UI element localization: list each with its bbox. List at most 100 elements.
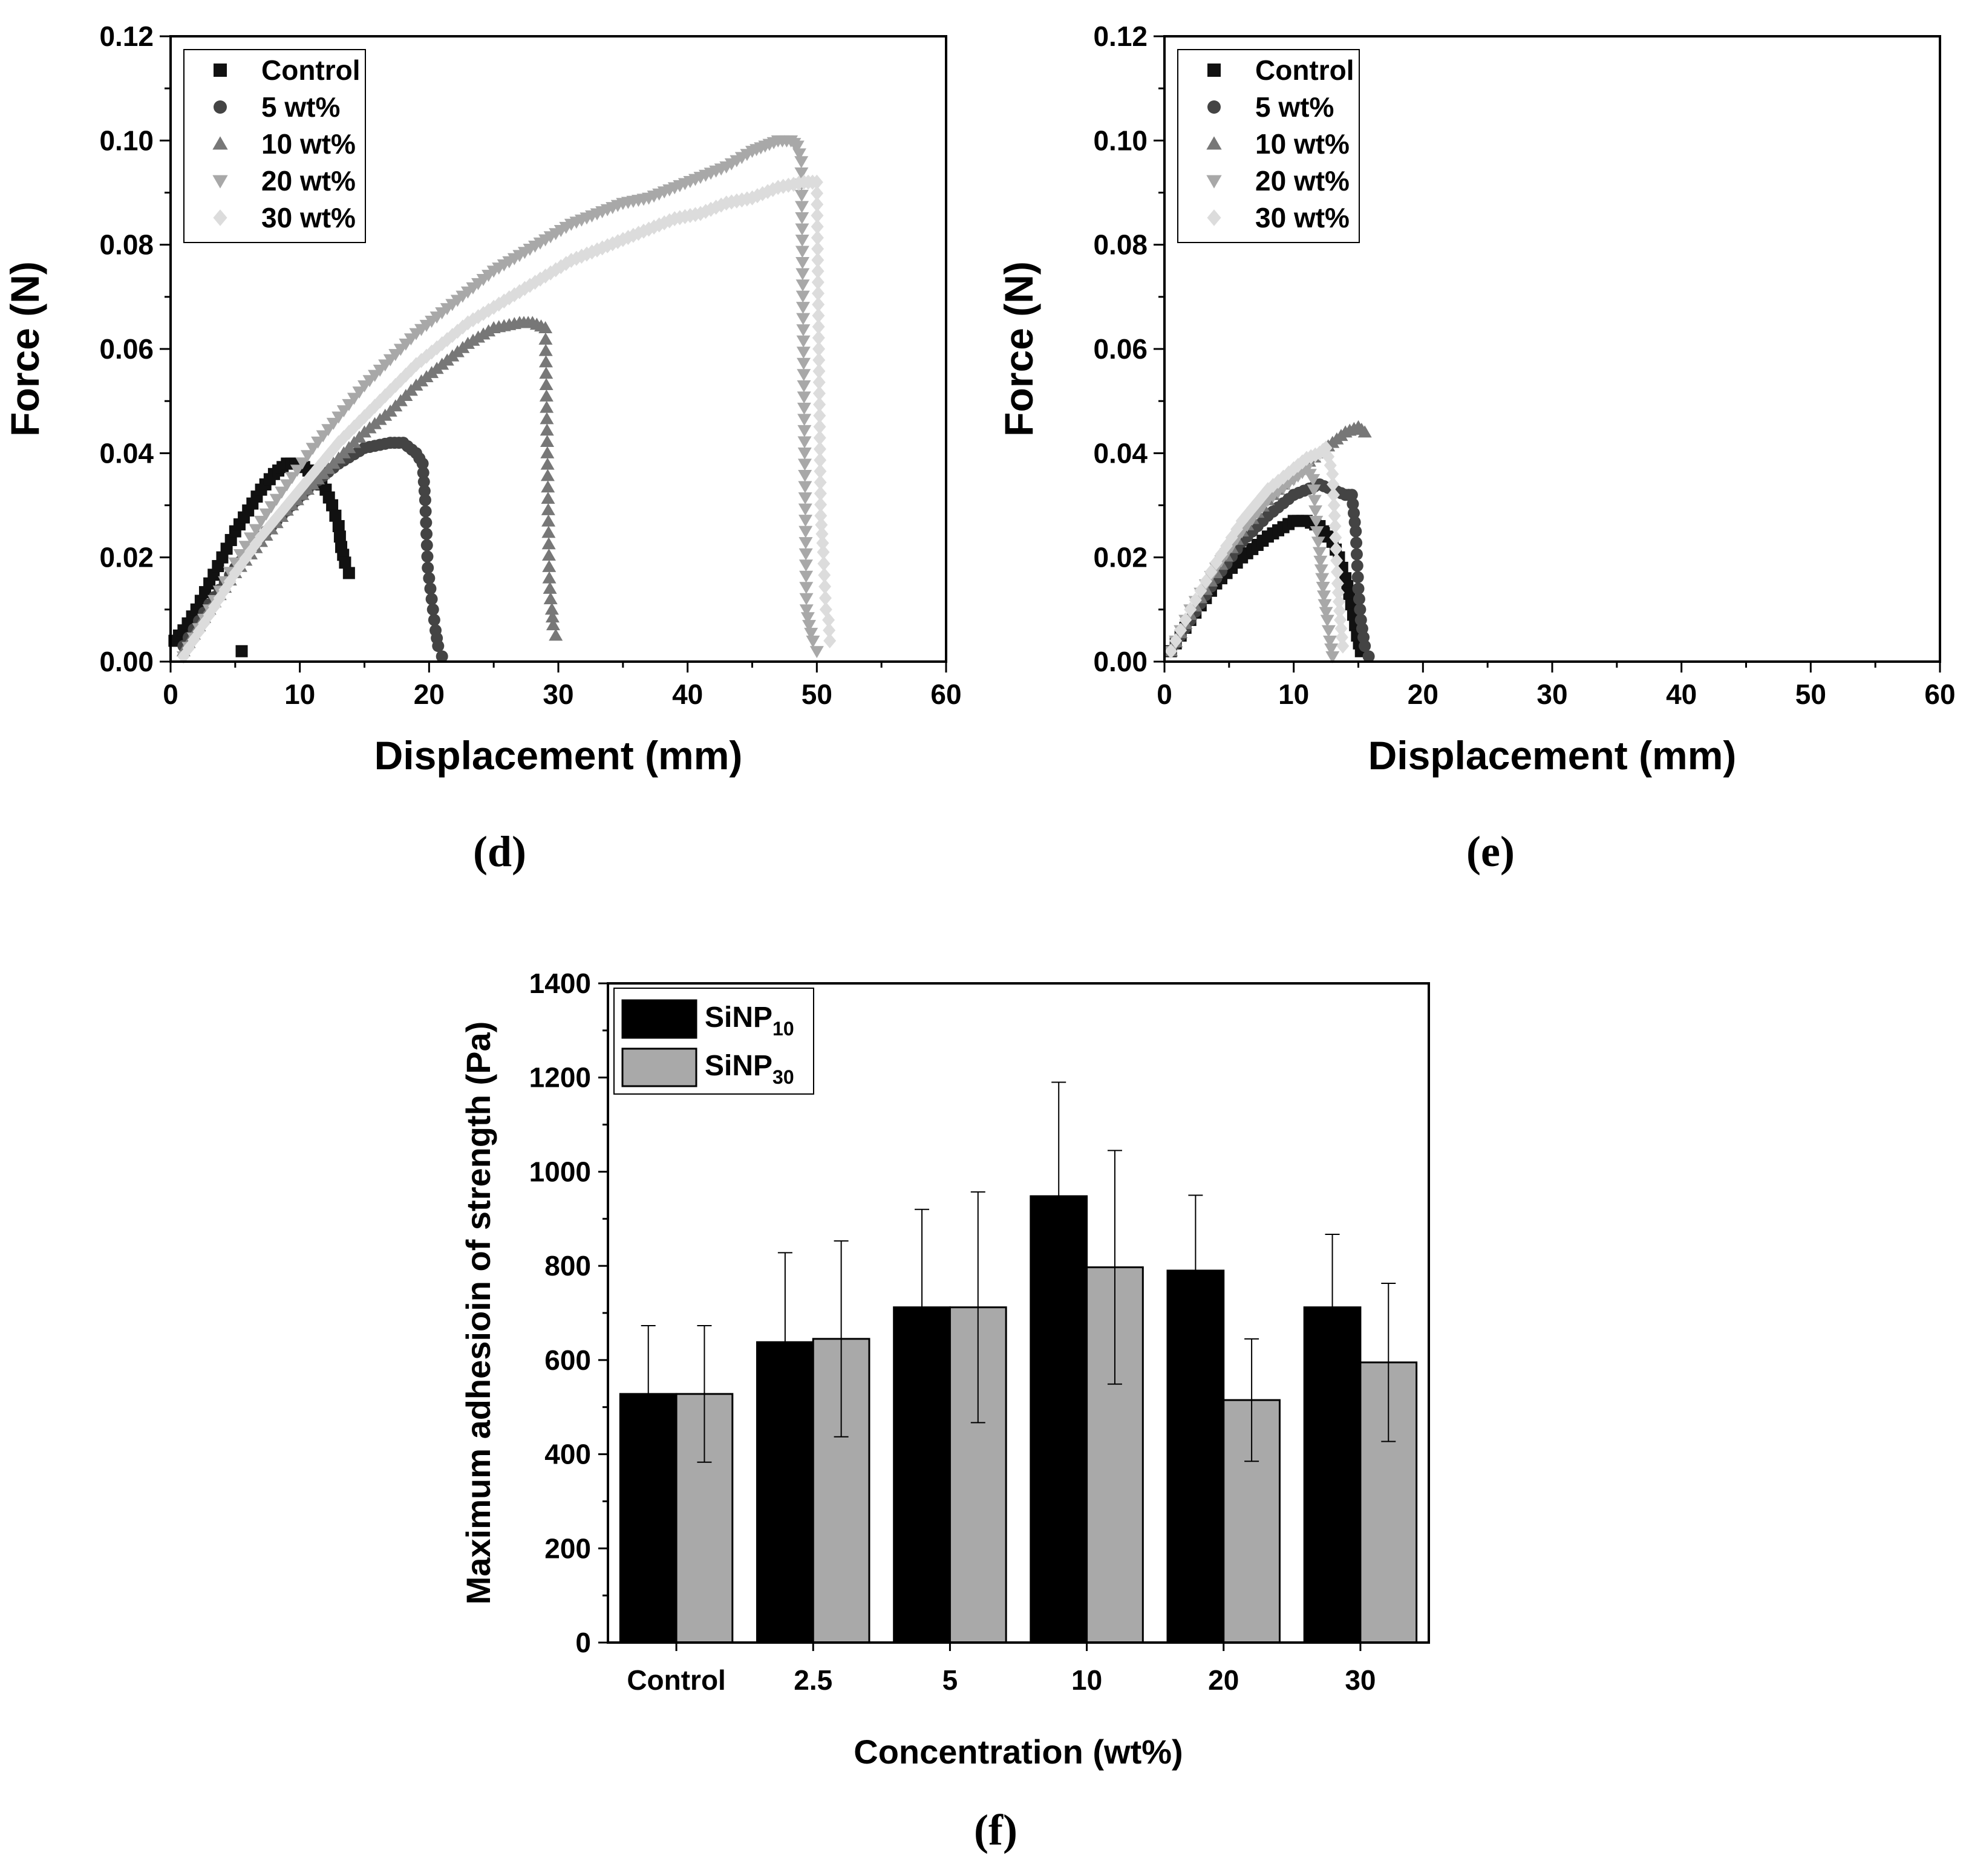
- data-point: [540, 469, 555, 481]
- data-point: [812, 352, 826, 368]
- data-point: [1350, 525, 1362, 538]
- data-point: [275, 486, 289, 499]
- data-point: [815, 526, 829, 542]
- data-point: [1184, 602, 1197, 617]
- data-point: [1309, 515, 1324, 528]
- data-point: [1204, 564, 1218, 580]
- data-point: [797, 369, 811, 382]
- data-point: [332, 519, 345, 532]
- data-point: [796, 335, 811, 348]
- data-point: [812, 374, 826, 390]
- data-point: [798, 481, 812, 493]
- x-tick-label: 60: [1924, 679, 1955, 710]
- data-point: [259, 508, 273, 521]
- data-point: [543, 592, 558, 605]
- data-point: [426, 603, 439, 616]
- data-point: [795, 302, 810, 314]
- data-point: [817, 556, 831, 572]
- data-point: [419, 493, 431, 506]
- legend-label: 30 wt%: [261, 202, 356, 233]
- legend-label: Control: [261, 54, 361, 86]
- x-axis-title: Displacement (mm): [374, 733, 743, 778]
- data-point: [545, 610, 560, 623]
- data-point: [812, 330, 825, 346]
- data-point: [1318, 599, 1332, 611]
- data-point: [1359, 640, 1371, 653]
- data-point: [797, 436, 812, 449]
- data-point: [1354, 603, 1367, 616]
- y-tick-label: 600: [544, 1344, 591, 1376]
- legend: Control 5 wt% 10 wt% 20 wt% 30 wt%: [183, 49, 366, 243]
- data-point: [1169, 633, 1183, 649]
- panel-d-force-displacement-chart: 0 10 20 30 40 50 60 0.00 0.02 0.04 0.06 0.08 0.10 0.1…: [2, 21, 962, 778]
- data-point: [812, 363, 826, 379]
- data-point: [542, 559, 557, 572]
- data-point: [538, 344, 553, 356]
- data-point: [316, 430, 330, 443]
- data-point: [436, 650, 448, 663]
- data-point: [1325, 651, 1340, 663]
- data-point: [538, 321, 553, 334]
- x-tick-label: 20: [414, 679, 445, 710]
- data-point: [326, 499, 339, 512]
- data-point: [541, 480, 555, 493]
- data-point: [1331, 585, 1345, 601]
- data-point: [300, 450, 315, 463]
- bar: [756, 1341, 814, 1644]
- data-point: [342, 567, 355, 579]
- data-point: [540, 412, 554, 425]
- data-point: [1319, 607, 1333, 619]
- legend-marker: [1207, 64, 1221, 77]
- data-point: [417, 475, 430, 488]
- legend-label: 5 wt%: [261, 91, 340, 123]
- data-point: [795, 257, 810, 270]
- y-tick-label: 200: [544, 1532, 591, 1564]
- data-point: [798, 537, 813, 550]
- data-point: [1329, 530, 1342, 546]
- data-point: [249, 524, 263, 536]
- data-point: [543, 581, 557, 594]
- data-point: [1330, 553, 1344, 568]
- data-point: [1345, 489, 1358, 501]
- legend-label-subscript: 30: [772, 1066, 794, 1088]
- data-point: [795, 268, 810, 281]
- data-point: [311, 436, 325, 449]
- data-point: [339, 556, 351, 569]
- data-point: [482, 302, 495, 318]
- data-point: [541, 503, 555, 515]
- data-point: [1194, 583, 1207, 599]
- data-point: [1334, 612, 1347, 628]
- data-point: [1327, 477, 1340, 492]
- data-point: [235, 645, 248, 657]
- y-tick-label: 0.06: [1093, 333, 1148, 365]
- data-point: [790, 140, 805, 153]
- data-point: [798, 559, 813, 572]
- data-point: [792, 148, 806, 161]
- x-tick-label: 30: [1345, 1664, 1376, 1696]
- panel-f-adhesion-bar-chart: Control 2.5 5 10 20 30 0 200 400 600 800 1000 1200 14…: [459, 968, 1430, 1771]
- data-point: [1199, 573, 1212, 589]
- legend-marker: [1207, 100, 1221, 114]
- data-point: [795, 201, 809, 213]
- data-point: [422, 561, 434, 574]
- data-point: [1314, 564, 1328, 577]
- data-point: [540, 457, 555, 470]
- data-point: [290, 464, 304, 477]
- data-point: [1348, 516, 1361, 529]
- y-tick-label: 0.10: [1093, 125, 1148, 156]
- y-tick-label: 400: [544, 1439, 591, 1470]
- y-tick-label: 0.08: [99, 229, 154, 261]
- data-point: [813, 408, 826, 423]
- data-point: [417, 466, 429, 479]
- data-point: [1328, 508, 1341, 524]
- data-point: [418, 484, 431, 497]
- data-point: [1327, 487, 1340, 503]
- y-tick-label: 0.06: [99, 333, 154, 365]
- data-point: [1164, 643, 1178, 659]
- data-point: [321, 424, 336, 437]
- data-point: [811, 285, 824, 301]
- legend-label: 20 wt%: [1255, 165, 1350, 197]
- legend-box: [183, 49, 366, 243]
- data-point: [264, 501, 279, 513]
